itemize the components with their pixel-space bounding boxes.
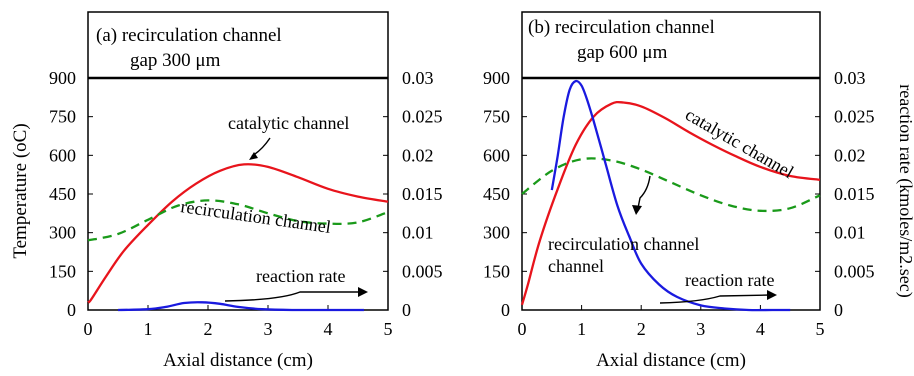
panel-a-y2-tick-label: 0.015 — [402, 184, 443, 204]
panel-a-y-tick-label: 750 — [49, 107, 76, 127]
panel-b-y2-tick-label: 0.03 — [834, 68, 866, 88]
left-y-axis-label: Temperature (oC) — [10, 123, 31, 258]
panel-a-x-tick-label: 0 — [84, 319, 93, 339]
panel-b-annotation-reaction-rate: reaction rate — [685, 270, 774, 290]
panel-a-y2-tick-label: 0.005 — [402, 261, 443, 281]
panel-b-series-catalytic-channel — [520, 100, 821, 306]
panel-b-y-tick-label: 750 — [483, 107, 510, 127]
panel-a-y2-tick-label: 0.03 — [402, 68, 434, 88]
panel-a-arrow-reaction — [224, 291, 360, 302]
panel-b-y2-tick-label: 0.015 — [834, 184, 875, 204]
panel-b-x-tick-label: 2 — [637, 319, 646, 339]
panel-a-y2-tick-label: 0.02 — [402, 145, 434, 165]
panel-a-y2-ticks: 0 0.005 0.01 0.015 0.02 0.025 0.03 — [383, 68, 443, 320]
panel-b-series-reaction-rate — [550, 79, 791, 312]
panel-a-annotation-catalytic-channel: catalytic channel — [228, 113, 349, 133]
panel-b-annotation-catalytic-channel: catalytic channel — [682, 104, 797, 182]
panel-a-y-ticks: 0 150 300 450 600 750 900 — [49, 68, 93, 320]
panel-b-annotation-recirculation-channel: recirculation channel — [548, 234, 699, 254]
panel-a-title-line1: (a) recirculation channel — [96, 25, 282, 46]
panel-b-arrowhead-recirculation — [632, 205, 642, 215]
panel-a-x-tick-label: 3 — [264, 319, 273, 339]
panel-b-x-tick-label: 1 — [577, 319, 586, 339]
panel-a-x-tick-label: 2 — [204, 319, 213, 339]
panel-b-x-tick-label: 0 — [518, 319, 527, 339]
panel-a-arrowhead-reaction — [358, 287, 368, 297]
panel-b-y-tick-label: 0 — [501, 300, 510, 320]
panel-b-y2-tick-label: 0.025 — [834, 107, 875, 127]
panel-a-y-tick-label: 900 — [49, 68, 76, 88]
panel-a-x-axis-label: Axial distance (cm) — [163, 350, 313, 371]
panel-b-y2-tick-label: 0.005 — [834, 261, 875, 281]
panel-a-y2-tick-label: 0 — [402, 300, 411, 320]
right-y-axis-label: reaction rate (kmoles/m2.sec) — [895, 84, 914, 297]
panel-b-title-line2: gap 600 μm — [577, 42, 668, 63]
panel-b-annotation-channel-line2: channel — [548, 256, 604, 276]
panel-a-x-tick-label: 5 — [384, 319, 393, 339]
panel-b-arrowhead-reaction — [767, 290, 777, 300]
panel-b-x-tick-label: 3 — [696, 319, 705, 339]
panel-b-y-tick-label: 300 — [483, 223, 510, 243]
panel-b-title-line1: (b) recirculation channel — [528, 17, 715, 38]
panel-a-annotation-recirculation-channel: recirculation channel — [179, 196, 332, 237]
panel-a-annotation-reaction-rate: reaction rate — [256, 266, 345, 286]
panel-b-x-axis-label: Axial distance (cm) — [596, 350, 746, 371]
panel-a-title-line2: gap 300 μm — [130, 50, 221, 71]
panel-b-y2-ticks: 0 0.005 0.01 0.015 0.02 0.025 0.03 — [815, 68, 875, 320]
panel-b-arrow-reaction — [659, 294, 771, 304]
panel-a-y2-tick-label: 0.01 — [402, 223, 434, 243]
panel-b-y-tick-label: 900 — [483, 68, 510, 88]
panel-a-y2-tick-label: 0.025 — [402, 107, 443, 127]
panel-a-series-recirculation-channel — [87, 199, 389, 242]
panel-a: (a) recirculation channel gap 300 μm 015… — [49, 11, 443, 371]
panel-b-y-tick-label: 600 — [483, 145, 510, 165]
panel-a-frame — [87, 11, 389, 311]
panel-b-x-tick-label: 5 — [816, 319, 825, 339]
panel-b-series — [520, 79, 821, 312]
panel-b-x-tick-label: 4 — [756, 319, 765, 339]
panel-b-y-tick-label: 150 — [483, 261, 510, 281]
panel-a-series-catalytic-channel — [86, 163, 389, 304]
panel-a-y-tick-label: 150 — [49, 261, 76, 281]
panel-b-series-recirculation-channel — [521, 157, 821, 213]
panel-a-series-reaction-rate — [117, 301, 364, 312]
panel-b: (b) recirculation channel gap 600 μm 015… — [483, 11, 875, 371]
panel-b-y2-tick-label: 0.02 — [834, 145, 866, 165]
panel-b-y-tick-label: 450 — [483, 184, 510, 204]
panel-a-y-tick-label: 0 — [67, 300, 76, 320]
panel-b-y2-tick-label: 0.01 — [834, 223, 866, 243]
panel-a-y-tick-label: 300 — [49, 223, 76, 243]
panel-b-y2-tick-label: 0 — [834, 300, 843, 320]
panel-b-arrow-recirculation — [637, 175, 651, 209]
panel-a-y-tick-label: 450 — [49, 184, 76, 204]
panel-a-series — [86, 163, 389, 312]
panel-a-y-tick-label: 600 — [49, 145, 76, 165]
panel-a-x-tick-label: 4 — [324, 319, 333, 339]
panel-b-y-ticks: 0 150 300 450 600 750 900 — [483, 68, 527, 320]
panel-a-x-tick-label: 1 — [144, 319, 153, 339]
panel-a-arrowhead-catalytic — [249, 152, 258, 160]
panel-b-frame — [521, 11, 821, 311]
panel-b-x-ticks: 0 1 2 3 4 5 — [518, 305, 825, 339]
